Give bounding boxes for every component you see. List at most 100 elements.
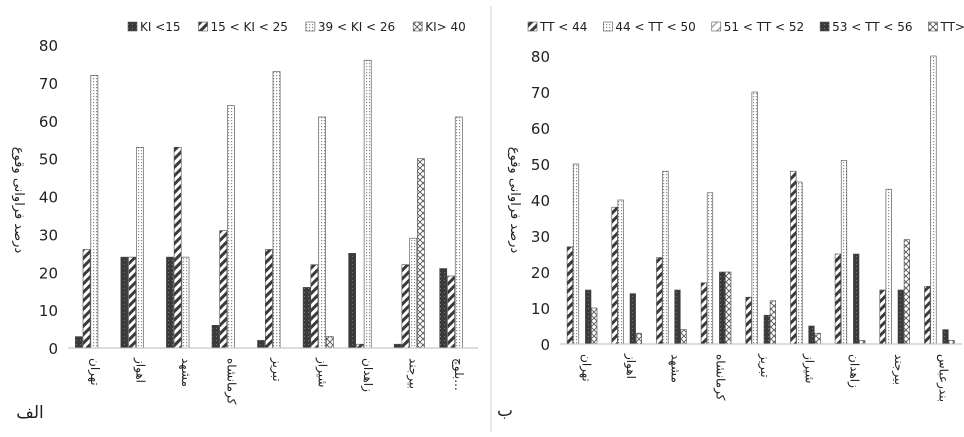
bar-ki-40-8 xyxy=(417,158,425,349)
bar-tt-56-7 xyxy=(859,340,866,345)
bar-tt-44-4 xyxy=(700,282,707,345)
y-axis: 0 10 20 30 40 50 60 70 80 xyxy=(531,48,550,354)
y-tick-label: 20 xyxy=(39,264,58,282)
bar-15-ki-25-5 xyxy=(264,249,273,349)
legend-label: 53 < TT < 56 xyxy=(832,20,912,34)
chart-panel-alef: KI <15 15 < KI < 25 39 < KI < 26 KI> 40 0 10… xyxy=(11,20,478,423)
y-axis: 0 10 20 30 40 50 60 70 80 xyxy=(39,37,58,358)
bar-15-ki-25-6 xyxy=(310,264,319,349)
x-tick-label: تهران xyxy=(578,354,593,382)
x-tick-label: تبریز xyxy=(757,353,772,378)
bar-44-tt-50-3 xyxy=(662,170,669,345)
bar-tt-44-1 xyxy=(566,246,573,345)
x-tick-label: بیرجند xyxy=(891,354,906,385)
panel-label: ب xyxy=(497,401,513,421)
bar-15-ki-25-3 xyxy=(173,147,182,349)
bar-15-ki-25-2 xyxy=(128,256,137,349)
x-tick-label: کرمانشاه xyxy=(223,358,238,405)
legend-label: KI <15 xyxy=(140,20,181,34)
bar-15-ki-25-7 xyxy=(356,343,364,349)
legend-swatch-15-ki-25 xyxy=(198,21,208,32)
y-tick-label: 50 xyxy=(531,156,550,174)
y-tick-label: 0 xyxy=(48,340,58,358)
bar-53-tt-56-1 xyxy=(585,289,592,345)
bar-53-tt-56-4 xyxy=(719,271,726,345)
legend-label: 44 < TT < 50 xyxy=(615,20,695,34)
bar-15-ki-25-9 xyxy=(447,275,455,349)
legend-swatch-44-tt-50 xyxy=(603,21,613,32)
bar-tt-56-3 xyxy=(680,329,687,345)
bar-ki-15-6 xyxy=(302,287,311,349)
bar-39-ki-26-1 xyxy=(90,75,99,349)
bar-tt-56-6 xyxy=(814,332,821,345)
y-tick-label: 30 xyxy=(39,226,58,244)
bar-ki-15-5 xyxy=(257,340,265,349)
bar-39-ki-26-5 xyxy=(272,71,281,349)
bar-39-ki-26-7 xyxy=(363,59,372,349)
bar-53-tt-56-7 xyxy=(853,253,860,345)
legend-label: TT < 44 xyxy=(539,20,587,34)
y-tick-label: 70 xyxy=(531,84,550,102)
bar-53-tt-56-8 xyxy=(897,289,904,345)
bar-53-tt-56-9 xyxy=(942,329,949,345)
bar-44-tt-50-4 xyxy=(706,192,714,345)
x-axis: تهران اهواز مشهد کرمانشاه تبریز شیراز زاهدان بی… xyxy=(578,353,950,402)
bar-39-ki-26-3 xyxy=(181,256,190,349)
x-axis: تهران اهواز مشهد کرمانشاه تبریز شیراز زاهدان بی… xyxy=(87,357,466,405)
y-tick-label: 40 xyxy=(531,192,550,210)
chart-panel-be: TT < 44 44 < TT < 50 51 < TT < 52 53 < TT <… xyxy=(497,20,964,421)
y-axis-label: درصد فراوانی وقوع xyxy=(507,147,522,254)
y-tick-label: 10 xyxy=(531,300,550,318)
y-tick-label: 10 xyxy=(39,302,58,320)
bar-53-tt-56-5 xyxy=(763,314,770,345)
bar-ki-15-1 xyxy=(75,336,83,349)
bar-15-ki-25-1 xyxy=(82,249,91,349)
x-tick-label: اهواز xyxy=(132,357,147,383)
bar-tt-44-5 xyxy=(745,296,752,345)
legend-swatch-tt-56 xyxy=(928,21,938,32)
bar-tt-56-4 xyxy=(725,271,732,345)
bar-tt-56-9 xyxy=(948,340,955,345)
bar-tt-56-8 xyxy=(903,239,910,345)
bar-44-tt-50-5 xyxy=(751,91,758,345)
legend-swatch-ki-15 xyxy=(127,21,138,32)
panel-label: الف xyxy=(16,403,44,423)
x-tick-label: بندرعباس xyxy=(936,354,951,402)
x-tick-label: مشهد xyxy=(179,358,193,387)
bar-tt-44-7 xyxy=(834,253,841,345)
bar-53-tt-56-2 xyxy=(629,293,636,345)
y-tick-label: 50 xyxy=(39,151,58,169)
legend-swatch-51-tt-52 xyxy=(711,21,722,32)
bar-tt-56-5 xyxy=(769,300,776,345)
bar-39-ki-26-6 xyxy=(318,116,327,349)
y-tick-label: 20 xyxy=(531,264,550,282)
bar-44-tt-50-8 xyxy=(885,188,892,345)
bar-39-ki-26-8 xyxy=(409,237,418,349)
bar-tt-44-6 xyxy=(790,170,797,345)
y-tick-label: 0 xyxy=(540,336,550,354)
y-tick-label: 60 xyxy=(39,113,58,131)
bars xyxy=(75,59,463,349)
y-tick-label: 80 xyxy=(39,37,58,55)
x-tick-label: زاهدان xyxy=(360,358,375,392)
legend: KI <15 15 < KI < 25 39 < KI < 26 KI> 40 xyxy=(127,20,466,34)
bar-tt-44-9 xyxy=(924,286,931,345)
legend-swatch-53-tt-56 xyxy=(819,21,830,32)
legend-label: 15 < KI < 25 xyxy=(211,20,288,34)
bar-44-tt-50-7 xyxy=(840,160,848,345)
bar-53-tt-56-3 xyxy=(674,289,681,345)
bar-39-ki-26-9 xyxy=(454,116,463,349)
bar-39-ki-26-4 xyxy=(227,105,235,349)
bar-15-ki-25-4 xyxy=(219,230,228,349)
legend-label: TT> 56 xyxy=(939,20,964,34)
legend-swatch-39-ki-26 xyxy=(305,21,316,32)
bar-53-tt-56-6 xyxy=(808,325,815,345)
x-tick-label: شیراز xyxy=(802,353,817,383)
bar-39-ki-26-2 xyxy=(136,147,144,349)
legend-label: 51 < TT < 52 xyxy=(724,20,804,34)
legend-swatch-tt-44 xyxy=(527,21,538,32)
bar-44-tt-50-6 xyxy=(796,181,803,345)
bars xyxy=(566,55,955,345)
bar-ki-15-4 xyxy=(211,324,220,349)
